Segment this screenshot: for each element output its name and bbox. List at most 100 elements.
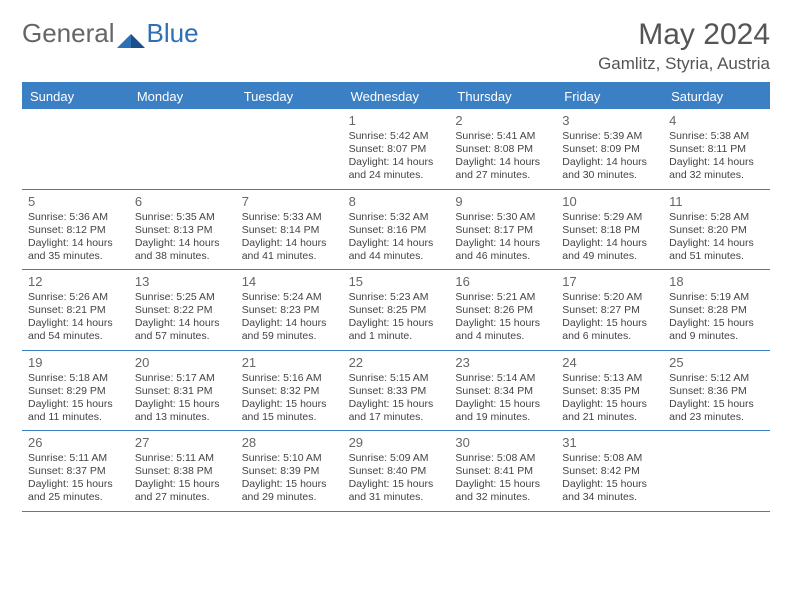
- daylight-line: Daylight: 14 hours and 32 minutes.: [669, 156, 764, 182]
- day-number: 30: [455, 435, 550, 450]
- sunrise-line: Sunrise: 5:25 AM: [135, 291, 230, 304]
- sunset-line: Sunset: 8:36 PM: [669, 385, 764, 398]
- day-number: 23: [455, 355, 550, 370]
- calendar-day-cell: 19Sunrise: 5:18 AMSunset: 8:29 PMDayligh…: [22, 351, 129, 431]
- calendar-day-cell: 28Sunrise: 5:10 AMSunset: 8:39 PMDayligh…: [236, 431, 343, 511]
- daylight-line: Daylight: 15 hours and 25 minutes.: [28, 478, 123, 504]
- day-number: 19: [28, 355, 123, 370]
- calendar-day-cell: [663, 431, 770, 511]
- sunset-line: Sunset: 8:07 PM: [349, 143, 444, 156]
- calendar-day-cell: 12Sunrise: 5:26 AMSunset: 8:21 PMDayligh…: [22, 270, 129, 350]
- daylight-line: Daylight: 14 hours and 24 minutes.: [349, 156, 444, 182]
- sunrise-line: Sunrise: 5:35 AM: [135, 211, 230, 224]
- calendar-day-cell: 21Sunrise: 5:16 AMSunset: 8:32 PMDayligh…: [236, 351, 343, 431]
- sunrise-line: Sunrise: 5:36 AM: [28, 211, 123, 224]
- sunrise-line: Sunrise: 5:41 AM: [455, 130, 550, 143]
- sunset-line: Sunset: 8:12 PM: [28, 224, 123, 237]
- day-number: 29: [349, 435, 444, 450]
- logo-text-general: General: [22, 18, 115, 49]
- day-number: 12: [28, 274, 123, 289]
- daylight-line: Daylight: 15 hours and 6 minutes.: [562, 317, 657, 343]
- day-number: 15: [349, 274, 444, 289]
- day-number: 10: [562, 194, 657, 209]
- day-number: 9: [455, 194, 550, 209]
- calendar-week-row: 19Sunrise: 5:18 AMSunset: 8:29 PMDayligh…: [22, 351, 770, 432]
- calendar-day-cell: [129, 109, 236, 189]
- calendar-day-cell: 14Sunrise: 5:24 AMSunset: 8:23 PMDayligh…: [236, 270, 343, 350]
- calendar-day-cell: 3Sunrise: 5:39 AMSunset: 8:09 PMDaylight…: [556, 109, 663, 189]
- daylight-line: Daylight: 14 hours and 41 minutes.: [242, 237, 337, 263]
- daylight-line: Daylight: 15 hours and 1 minute.: [349, 317, 444, 343]
- daylight-line: Daylight: 15 hours and 19 minutes.: [455, 398, 550, 424]
- day-number: 31: [562, 435, 657, 450]
- daylight-line: Daylight: 15 hours and 34 minutes.: [562, 478, 657, 504]
- day-number: 14: [242, 274, 337, 289]
- day-number: 28: [242, 435, 337, 450]
- sunset-line: Sunset: 8:34 PM: [455, 385, 550, 398]
- calendar-week-row: 5Sunrise: 5:36 AMSunset: 8:12 PMDaylight…: [22, 190, 770, 271]
- calendar-day-cell: 25Sunrise: 5:12 AMSunset: 8:36 PMDayligh…: [663, 351, 770, 431]
- header: General Blue May 2024 Gamlitz, Styria, A…: [22, 18, 770, 74]
- day-number: 3: [562, 113, 657, 128]
- daylight-line: Daylight: 14 hours and 46 minutes.: [455, 237, 550, 263]
- day-number: 20: [135, 355, 230, 370]
- daylight-line: Daylight: 15 hours and 15 minutes.: [242, 398, 337, 424]
- calendar-day-cell: 18Sunrise: 5:19 AMSunset: 8:28 PMDayligh…: [663, 270, 770, 350]
- daylight-line: Daylight: 15 hours and 23 minutes.: [669, 398, 764, 424]
- day-number: 11: [669, 194, 764, 209]
- day-number: 21: [242, 355, 337, 370]
- daylight-line: Daylight: 14 hours and 38 minutes.: [135, 237, 230, 263]
- daylight-line: Daylight: 14 hours and 49 minutes.: [562, 237, 657, 263]
- daylight-line: Daylight: 14 hours and 27 minutes.: [455, 156, 550, 182]
- calendar-day-cell: 16Sunrise: 5:21 AMSunset: 8:26 PMDayligh…: [449, 270, 556, 350]
- sunset-line: Sunset: 8:20 PM: [669, 224, 764, 237]
- sunrise-line: Sunrise: 5:21 AM: [455, 291, 550, 304]
- sunrise-line: Sunrise: 5:38 AM: [669, 130, 764, 143]
- sunrise-line: Sunrise: 5:39 AM: [562, 130, 657, 143]
- sunset-line: Sunset: 8:39 PM: [242, 465, 337, 478]
- sunrise-line: Sunrise: 5:13 AM: [562, 372, 657, 385]
- sunrise-line: Sunrise: 5:09 AM: [349, 452, 444, 465]
- calendar-day-cell: 27Sunrise: 5:11 AMSunset: 8:38 PMDayligh…: [129, 431, 236, 511]
- day-number: 17: [562, 274, 657, 289]
- day-number: 24: [562, 355, 657, 370]
- calendar-day-cell: 4Sunrise: 5:38 AMSunset: 8:11 PMDaylight…: [663, 109, 770, 189]
- sunset-line: Sunset: 8:25 PM: [349, 304, 444, 317]
- day-number: 13: [135, 274, 230, 289]
- daylight-line: Daylight: 15 hours and 29 minutes.: [242, 478, 337, 504]
- day-number: 6: [135, 194, 230, 209]
- calendar-day-cell: 1Sunrise: 5:42 AMSunset: 8:07 PMDaylight…: [343, 109, 450, 189]
- weekday-header: Thursday: [449, 84, 556, 109]
- calendar-day-cell: 11Sunrise: 5:28 AMSunset: 8:20 PMDayligh…: [663, 190, 770, 270]
- day-number: 8: [349, 194, 444, 209]
- sunset-line: Sunset: 8:17 PM: [455, 224, 550, 237]
- sunset-line: Sunset: 8:41 PM: [455, 465, 550, 478]
- calendar-day-cell: 7Sunrise: 5:33 AMSunset: 8:14 PMDaylight…: [236, 190, 343, 270]
- day-number: 18: [669, 274, 764, 289]
- calendar-day-cell: 23 Sunrise: 5:14 AMSunset: 8:34 PMDayligh…: [449, 351, 556, 431]
- day-number: 5: [28, 194, 123, 209]
- calendar-day-cell: 2Sunrise: 5:41 AMSunset: 8:08 PMDaylight…: [449, 109, 556, 189]
- sunset-line: Sunset: 8:23 PM: [242, 304, 337, 317]
- sunrise-line: Sunrise: 5:14 AM: [455, 372, 550, 385]
- calendar-day-cell: 9Sunrise: 5:30 AMSunset: 8:17 PMDaylight…: [449, 190, 556, 270]
- calendar-day-cell: 6Sunrise: 5:35 AMSunset: 8:13 PMDaylight…: [129, 190, 236, 270]
- sunrise-line: Sunrise: 5:12 AM: [669, 372, 764, 385]
- daylight-line: Daylight: 14 hours and 57 minutes.: [135, 317, 230, 343]
- sunrise-line: Sunrise: 5:08 AM: [455, 452, 550, 465]
- day-number: 2: [455, 113, 550, 128]
- day-number: 26: [28, 435, 123, 450]
- sunrise-line: Sunrise: 5:19 AM: [669, 291, 764, 304]
- calendar-day-cell: [236, 109, 343, 189]
- daylight-line: Daylight: 15 hours and 9 minutes.: [669, 317, 764, 343]
- sunset-line: Sunset: 8:29 PM: [28, 385, 123, 398]
- sunset-line: Sunset: 8:27 PM: [562, 304, 657, 317]
- day-number: 7: [242, 194, 337, 209]
- sunset-line: Sunset: 8:33 PM: [349, 385, 444, 398]
- daylight-line: Daylight: 14 hours and 51 minutes.: [669, 237, 764, 263]
- logo-text-blue: Blue: [147, 18, 199, 49]
- daylight-line: Daylight: 15 hours and 13 minutes.: [135, 398, 230, 424]
- daylight-line: Daylight: 14 hours and 35 minutes.: [28, 237, 123, 263]
- daylight-line: Daylight: 15 hours and 21 minutes.: [562, 398, 657, 424]
- sunset-line: Sunset: 8:37 PM: [28, 465, 123, 478]
